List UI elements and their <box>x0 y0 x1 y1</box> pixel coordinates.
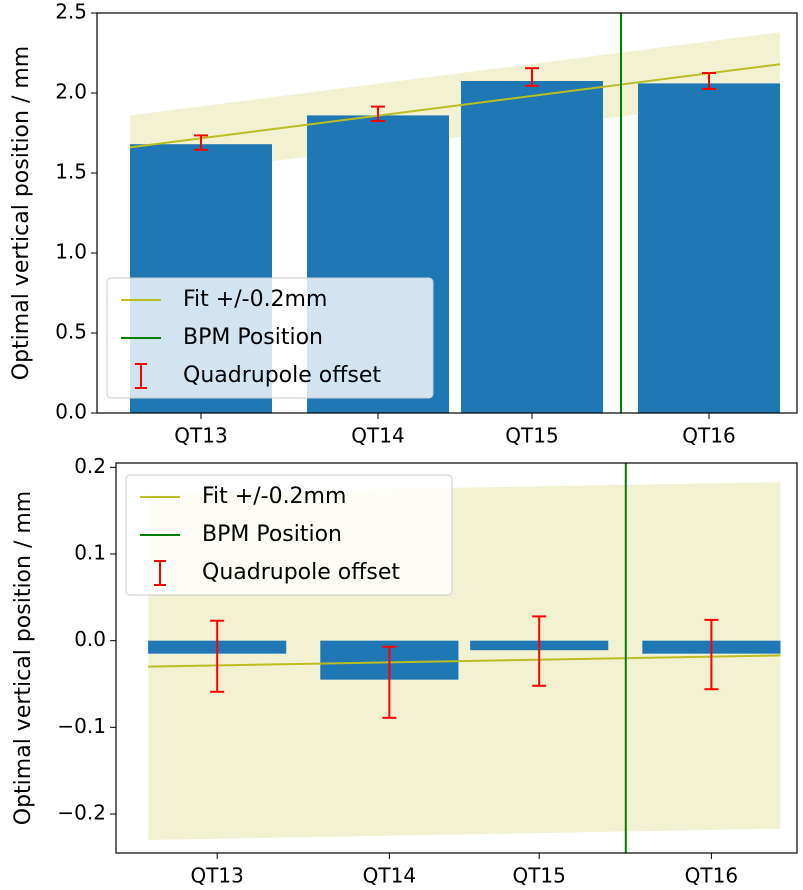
y-tick-label: 0.0 <box>74 627 106 651</box>
legend-label: BPM Position <box>202 522 342 547</box>
legend-label: Fit +/-0.2mm <box>183 287 327 312</box>
legend: Fit +/-0.2mm BPM Position Quadrupole offse… <box>125 474 453 596</box>
y-tick-label: −0.2 <box>57 801 106 825</box>
error-bar <box>371 105 385 122</box>
legend-label: Quadrupole offset <box>183 363 381 388</box>
legend-label: Quadrupole offset <box>202 560 400 585</box>
error-bar <box>194 134 208 151</box>
y-axis-label: Optimal vertical position / mm <box>9 46 34 380</box>
x-tick-label: QT16 <box>682 424 735 448</box>
y-axis-label: Optimal vertical position / mm <box>11 491 36 825</box>
legend-box <box>125 474 453 596</box>
error-bar <box>704 618 719 691</box>
axes-frame <box>96 12 798 414</box>
legend-label: BPM Position <box>183 325 323 350</box>
y-tick-label: 2.5 <box>55 0 87 24</box>
x-tick-label: QT15 <box>505 424 558 448</box>
error-bar <box>532 615 547 687</box>
error-bar <box>382 645 397 719</box>
y-tick-label: 2.0 <box>55 80 87 104</box>
fit-line <box>129 63 781 149</box>
x-tick-label: QT15 <box>512 864 565 888</box>
x-tick-label: QT13 <box>190 864 243 888</box>
legend-label: Fit +/-0.2mm <box>202 484 346 509</box>
y-tick-label: 0.0 <box>55 400 87 424</box>
legend: Fit +/-0.2mm BPM Position Quadrupole offse… <box>106 277 434 399</box>
x-tick-label: QT16 <box>685 864 738 888</box>
y-tick-label: 0.2 <box>74 454 106 478</box>
bar <box>638 83 780 414</box>
x-tick-label: QT13 <box>174 424 227 448</box>
y-tick-label: 0.5 <box>55 320 87 344</box>
y-tick-label: 1.5 <box>55 160 87 184</box>
x-tick-label: QT14 <box>351 424 404 448</box>
legend-box <box>106 277 434 399</box>
y-tick-label: −0.1 <box>57 714 106 738</box>
x-tick-label: QT14 <box>363 864 416 888</box>
axes-frame <box>115 462 798 854</box>
error-bar <box>525 67 539 87</box>
bar <box>461 81 603 413</box>
error-bar <box>210 619 225 693</box>
y-tick-label: 0.1 <box>74 541 106 565</box>
error-bar <box>702 72 716 90</box>
y-tick-label: 1.0 <box>55 240 87 264</box>
fit-line <box>148 654 781 668</box>
